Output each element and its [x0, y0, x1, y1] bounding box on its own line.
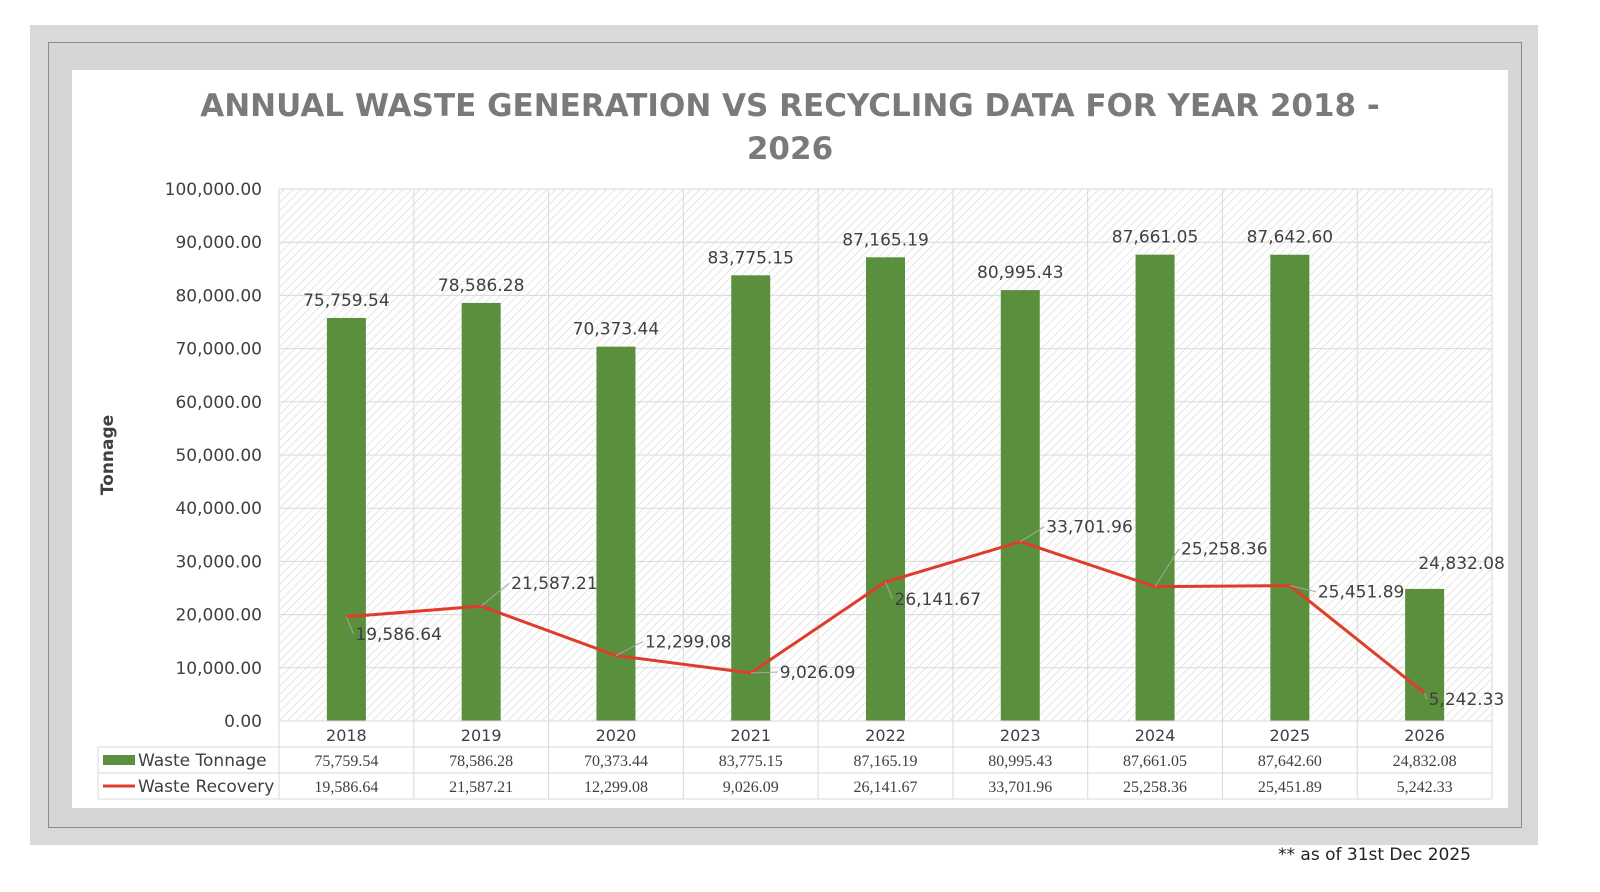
x-tick-label: 2018 — [326, 726, 367, 745]
bar-data-label: 87,165.19 — [842, 230, 929, 250]
x-tick-label: 2022 — [865, 726, 906, 745]
legend-key-waste-tonnage — [103, 755, 135, 765]
chart-title-line-2: 2026 — [747, 131, 833, 167]
line-label-leader — [1424, 692, 1428, 700]
table-cell-waste-tonnage: 78,586.28 — [449, 753, 513, 770]
bar-waste-tonnage — [461, 302, 501, 721]
bar-data-label: 87,642.60 — [1247, 228, 1334, 248]
y-axis-title: Tonnage — [98, 415, 118, 495]
y-tick-label: 70,000.00 — [175, 340, 262, 360]
table-cell-waste-tonnage: 75,759.54 — [314, 753, 378, 770]
table-cell-waste-tonnage: 87,661.05 — [1123, 753, 1187, 770]
legend-label-waste-recovery: Waste Recovery — [138, 777, 274, 797]
line-label-leader — [1289, 585, 1316, 593]
x-tick-label: 2021 — [730, 726, 771, 745]
bar-waste-tonnage — [1000, 290, 1040, 721]
table-cell-waste-tonnage: 87,642.60 — [1258, 753, 1322, 770]
y-tick-label: 40,000.00 — [175, 499, 262, 519]
line-data-label: 26,141.67 — [895, 590, 982, 610]
chart-title-line-1: ANNUAL WASTE GENERATION VS RECYCLING DAT… — [200, 88, 1380, 124]
table-cell-waste-recovery: 19,586.64 — [314, 779, 378, 796]
table-cell-waste-tonnage: 70,373.44 — [584, 753, 648, 770]
y-tick-label: 10,000.00 — [175, 659, 262, 679]
bar-data-label: 24,832.08 — [1418, 554, 1505, 574]
bar-waste-tonnage — [326, 317, 366, 721]
table-cell-waste-recovery: 25,258.36 — [1123, 779, 1187, 796]
y-tick-label: 20,000.00 — [175, 606, 262, 626]
y-tick-label: 50,000.00 — [175, 446, 262, 466]
bar-waste-tonnage — [731, 275, 771, 721]
y-tick-label: 0.00 — [224, 712, 262, 732]
x-tick-label: 2019 — [461, 726, 502, 745]
table-cell-waste-recovery: 12,299.08 — [584, 779, 648, 796]
table-cell-waste-tonnage: 80,995.43 — [988, 753, 1052, 770]
bar-waste-tonnage — [1405, 588, 1445, 721]
bar-waste-tonnage — [596, 346, 636, 721]
y-tick-label: 60,000.00 — [175, 393, 262, 413]
legend-label-waste-tonnage: Waste Tonnage — [138, 751, 267, 771]
line-data-label: 5,242.33 — [1429, 690, 1505, 710]
table-cell-waste-recovery: 26,141.67 — [854, 779, 918, 796]
table-cell-waste-recovery: 21,587.21 — [449, 779, 513, 796]
line-label-leader — [750, 671, 778, 674]
line-data-label: 12,299.08 — [645, 633, 732, 653]
chart-panel: ANNUAL WASTE GENERATION VS RECYCLING DAT… — [72, 70, 1508, 808]
table-cell-waste-tonnage: 24,832.08 — [1393, 753, 1457, 770]
line-label-leader — [615, 641, 644, 657]
table-cell-waste-tonnage: 87,165.19 — [854, 753, 918, 770]
y-tick-label: 30,000.00 — [175, 552, 262, 572]
table-cell-waste-tonnage: 83,775.15 — [719, 753, 783, 770]
line-data-label: 21,587.21 — [511, 574, 598, 594]
bar-data-label: 87,661.05 — [1112, 228, 1199, 248]
x-tick-label: 2025 — [1269, 726, 1310, 745]
x-tick-label: 2024 — [1135, 726, 1176, 745]
table-cell-waste-recovery: 9,026.09 — [723, 779, 779, 796]
line-data-label: 9,026.09 — [780, 663, 856, 683]
y-tick-label: 100,000.00 — [165, 180, 262, 200]
line-data-label: 33,701.96 — [1046, 518, 1133, 538]
bar-data-label: 75,759.54 — [303, 291, 390, 311]
table-cell-waste-recovery: 25,451.89 — [1258, 779, 1322, 796]
line-data-label: 19,586.64 — [355, 625, 442, 645]
footnote: ** as of 31st Dec 2025 — [1278, 845, 1471, 865]
chart-svg: ANNUAL WASTE GENERATION VS RECYCLING DAT… — [97, 88, 1505, 800]
bar-waste-tonnage — [1135, 254, 1175, 721]
line-label-leader — [1154, 548, 1180, 587]
x-tick-label: 2026 — [1404, 726, 1445, 745]
line-label-leader — [480, 582, 510, 607]
line-label-leader — [345, 616, 354, 634]
line-label-leader — [885, 581, 893, 600]
table-cell-waste-recovery: 5,242.33 — [1397, 779, 1453, 796]
x-tick-label: 2020 — [596, 726, 637, 745]
y-tick-label: 80,000.00 — [175, 286, 262, 306]
bar-data-label: 78,586.28 — [438, 276, 525, 296]
line-label-leader — [1020, 526, 1045, 543]
bar-data-label: 83,775.15 — [707, 248, 794, 268]
x-tick-label: 2023 — [1000, 726, 1041, 745]
bar-waste-tonnage — [866, 257, 905, 721]
bar-data-label: 80,995.43 — [977, 263, 1064, 283]
table-cell-waste-recovery: 33,701.96 — [988, 779, 1052, 796]
line-data-label: 25,451.89 — [1318, 583, 1405, 603]
line-data-label: 25,258.36 — [1181, 540, 1268, 560]
bar-waste-tonnage — [1270, 254, 1310, 721]
y-tick-label: 90,000.00 — [175, 233, 262, 253]
bar-data-label: 70,373.44 — [573, 320, 660, 340]
